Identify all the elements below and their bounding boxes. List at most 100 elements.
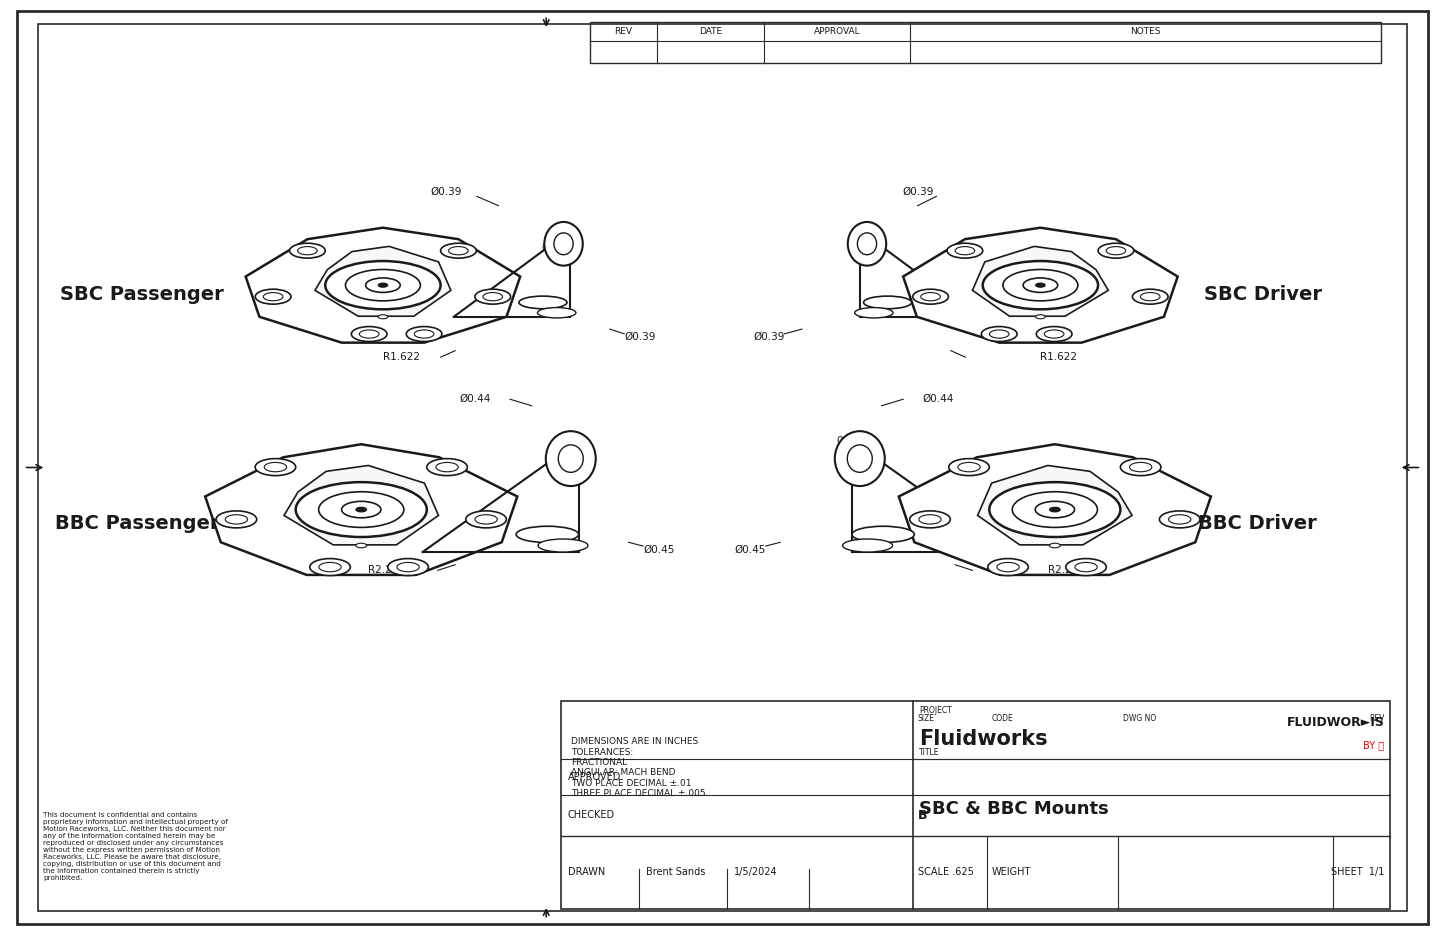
Ellipse shape bbox=[341, 501, 381, 518]
Ellipse shape bbox=[946, 243, 983, 258]
Ellipse shape bbox=[1003, 269, 1078, 301]
Ellipse shape bbox=[1130, 463, 1152, 472]
Ellipse shape bbox=[397, 562, 419, 571]
Ellipse shape bbox=[406, 326, 442, 341]
Ellipse shape bbox=[387, 558, 428, 576]
Text: REV: REV bbox=[614, 27, 633, 36]
Text: DRAWN: DRAWN bbox=[568, 868, 605, 877]
Ellipse shape bbox=[920, 293, 941, 301]
Ellipse shape bbox=[553, 233, 574, 254]
Ellipse shape bbox=[1105, 247, 1126, 255]
Ellipse shape bbox=[355, 543, 367, 548]
Text: DIMENSIONS ARE IN INCHES
TOLERANCES:
FRACTIONAL
ANGULAR: MACH BEND
TWO PLACE DEC: DIMENSIONS ARE IN INCHES TOLERANCES: FRA… bbox=[571, 737, 705, 798]
Ellipse shape bbox=[319, 562, 341, 571]
Ellipse shape bbox=[309, 558, 350, 576]
Bar bbox=[561, 701, 1390, 909]
Text: FLUIDWOR►IS: FLUIDWOR►IS bbox=[1286, 715, 1384, 728]
Ellipse shape bbox=[256, 289, 290, 304]
Ellipse shape bbox=[538, 308, 577, 318]
Ellipse shape bbox=[842, 539, 893, 552]
Text: WEIGHT: WEIGHT bbox=[991, 868, 1030, 877]
Ellipse shape bbox=[546, 431, 595, 486]
Text: 0.50: 0.50 bbox=[851, 243, 874, 252]
Text: BBC Driver: BBC Driver bbox=[1198, 514, 1316, 533]
Text: 0.44: 0.44 bbox=[837, 437, 860, 446]
Ellipse shape bbox=[949, 458, 990, 476]
Bar bbox=[590, 22, 1381, 63]
Ellipse shape bbox=[1036, 326, 1072, 341]
Text: R2.250: R2.250 bbox=[368, 566, 406, 575]
Text: CODE: CODE bbox=[991, 714, 1013, 723]
Ellipse shape bbox=[1140, 293, 1160, 301]
Ellipse shape bbox=[545, 222, 582, 266]
Text: BY ⓜ: BY ⓜ bbox=[1363, 740, 1384, 750]
Ellipse shape bbox=[558, 445, 584, 472]
Text: Ø0.45: Ø0.45 bbox=[734, 545, 766, 554]
Ellipse shape bbox=[1035, 501, 1075, 518]
Text: DATE: DATE bbox=[699, 27, 722, 36]
Text: TITLE: TITLE bbox=[919, 749, 939, 757]
Text: CHECKED: CHECKED bbox=[568, 811, 616, 820]
Polygon shape bbox=[978, 466, 1131, 545]
Ellipse shape bbox=[847, 445, 873, 472]
Ellipse shape bbox=[379, 315, 387, 319]
Ellipse shape bbox=[1075, 562, 1097, 571]
Ellipse shape bbox=[298, 247, 318, 255]
Text: SHEET  1/1: SHEET 1/1 bbox=[1331, 868, 1384, 877]
Text: R2.250: R2.250 bbox=[1048, 566, 1085, 575]
Ellipse shape bbox=[1169, 514, 1191, 524]
Ellipse shape bbox=[988, 558, 1029, 576]
Text: Ø0.39: Ø0.39 bbox=[431, 187, 462, 196]
Ellipse shape bbox=[1120, 458, 1160, 476]
Ellipse shape bbox=[854, 308, 893, 318]
Text: SBC Driver: SBC Driver bbox=[1204, 285, 1322, 304]
Text: Ø0.39: Ø0.39 bbox=[902, 187, 933, 196]
Ellipse shape bbox=[853, 526, 915, 542]
Ellipse shape bbox=[848, 222, 886, 266]
Text: 0.44: 0.44 bbox=[553, 437, 577, 446]
Ellipse shape bbox=[990, 330, 1009, 338]
Text: APPROVAL: APPROVAL bbox=[814, 27, 860, 36]
Ellipse shape bbox=[981, 326, 1017, 341]
Text: Ø0.44: Ø0.44 bbox=[460, 394, 491, 403]
Ellipse shape bbox=[355, 508, 367, 511]
Polygon shape bbox=[315, 247, 451, 316]
Ellipse shape bbox=[379, 283, 387, 287]
Ellipse shape bbox=[225, 514, 247, 524]
Polygon shape bbox=[899, 444, 1211, 575]
Text: DWG NO: DWG NO bbox=[1123, 714, 1156, 723]
Text: Ø0.39: Ø0.39 bbox=[624, 332, 656, 341]
Ellipse shape bbox=[289, 243, 325, 258]
Ellipse shape bbox=[516, 526, 578, 542]
Ellipse shape bbox=[913, 289, 948, 304]
Text: Ø0.39: Ø0.39 bbox=[753, 332, 785, 341]
Ellipse shape bbox=[955, 247, 975, 255]
Ellipse shape bbox=[483, 293, 503, 301]
Ellipse shape bbox=[415, 330, 434, 338]
Text: 0.50: 0.50 bbox=[542, 243, 565, 252]
Ellipse shape bbox=[1013, 492, 1097, 527]
Ellipse shape bbox=[475, 514, 497, 524]
Ellipse shape bbox=[958, 463, 980, 472]
Polygon shape bbox=[285, 466, 438, 545]
Text: B: B bbox=[918, 809, 928, 822]
Text: SIZE: SIZE bbox=[918, 714, 935, 723]
Ellipse shape bbox=[1066, 558, 1107, 576]
Text: REV: REV bbox=[1368, 714, 1384, 723]
Ellipse shape bbox=[1159, 511, 1199, 528]
Text: Fluidworks: Fluidworks bbox=[919, 728, 1048, 749]
Ellipse shape bbox=[345, 269, 420, 301]
Ellipse shape bbox=[441, 243, 477, 258]
Text: SCALE .625: SCALE .625 bbox=[918, 868, 974, 877]
Ellipse shape bbox=[1049, 508, 1061, 511]
Ellipse shape bbox=[1098, 243, 1134, 258]
Text: 1/5/2024: 1/5/2024 bbox=[734, 868, 777, 877]
Ellipse shape bbox=[325, 261, 441, 309]
Ellipse shape bbox=[910, 511, 951, 528]
Text: SBC Passenger: SBC Passenger bbox=[59, 285, 224, 304]
Ellipse shape bbox=[1036, 315, 1045, 319]
Ellipse shape bbox=[857, 233, 877, 254]
Ellipse shape bbox=[351, 326, 387, 341]
Ellipse shape bbox=[426, 458, 467, 476]
Ellipse shape bbox=[448, 247, 468, 255]
